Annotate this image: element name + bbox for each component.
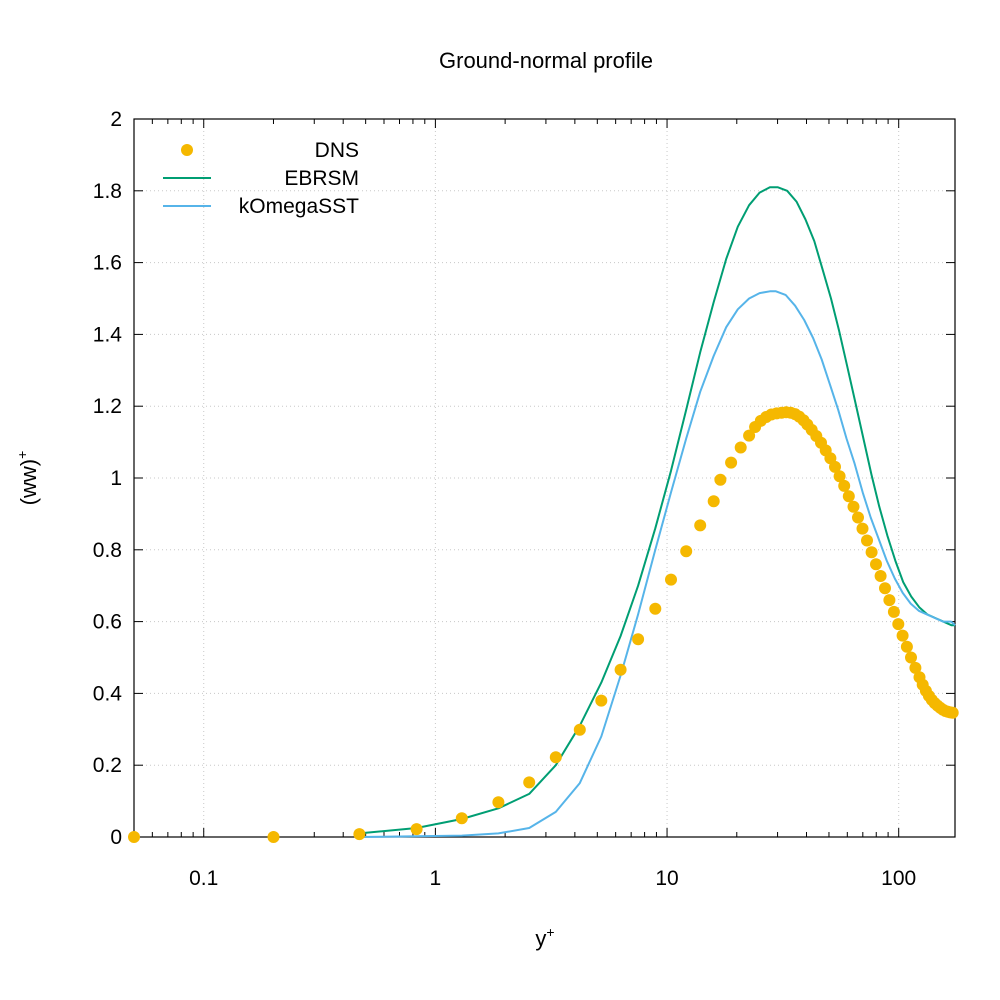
data-point-dns	[861, 534, 873, 547]
data-point-dns	[632, 633, 645, 646]
legend-label-dns: DNS	[315, 139, 359, 162]
y-tick-label: 1.4	[93, 323, 123, 346]
data-point-dns	[856, 522, 869, 535]
y-axis-label-sup: +	[14, 451, 30, 459]
tick-label-layer: 0 0.2 0.4 0.6 0.8 1 1.2 1.4 1.6 1.8 2 0.1 1 10 100	[93, 108, 916, 890]
data-point-dns	[353, 828, 366, 841]
data-point-dns	[743, 429, 756, 442]
y-tick-label: 0.8	[93, 539, 122, 562]
y-tick-label: 0.4	[93, 682, 123, 705]
data-point-dns	[900, 640, 913, 653]
data-point-dns	[614, 663, 627, 676]
data-point-dns	[680, 545, 693, 558]
series-line-ebrsm	[359, 186, 955, 835]
data-point-dns	[714, 473, 727, 486]
y-tick-label: 2	[110, 108, 122, 131]
data-point-dns	[410, 823, 423, 836]
y-axis-label-main: (ww)	[16, 459, 41, 505]
data-point-dns	[865, 546, 878, 559]
data-point-dns	[852, 511, 864, 524]
data-point-dns	[707, 495, 720, 508]
data-point-dns	[725, 456, 738, 469]
data-point-dns	[829, 460, 841, 473]
data-point-dns	[838, 479, 851, 492]
data-point-dns	[549, 751, 562, 764]
data-point-dns	[847, 500, 860, 513]
data-point-dns	[842, 490, 855, 503]
x-tick-label: 0.1	[189, 867, 218, 890]
data-point-dns	[909, 661, 922, 674]
x-axis-label: y+	[535, 924, 554, 951]
data-point-dns	[492, 796, 505, 809]
data-point-dns	[694, 519, 707, 532]
data-point-dns	[455, 812, 468, 825]
data-point-dns	[905, 651, 917, 664]
data-point-dns	[128, 831, 140, 843]
y-tick-label: 1	[110, 467, 122, 490]
x-tick-label: 100	[881, 867, 916, 890]
data-point-dns	[523, 776, 536, 789]
data-point-dns	[649, 602, 662, 615]
data-point-dns	[833, 470, 846, 483]
legend-label-komegasst: kOmegaSST	[239, 195, 359, 218]
legend: DNS EBRSM kOmegaSST	[163, 139, 359, 218]
y-tick-label: 1.2	[93, 395, 122, 418]
series-layer	[128, 186, 959, 843]
y-tick-label: 0	[110, 826, 122, 849]
chart-title: Ground-normal profile	[439, 48, 653, 73]
legend-label-ebrsm: EBRSM	[284, 167, 359, 190]
y-tick-label: 0.2	[93, 754, 122, 777]
data-point-dns	[879, 582, 891, 595]
data-point-dns	[267, 831, 280, 843]
y-tick-label: 0.6	[93, 611, 122, 634]
y-tick-label: 1.8	[93, 180, 122, 203]
data-point-dns	[887, 605, 900, 618]
y-tick-label: 1.6	[93, 252, 122, 275]
data-point-dns	[883, 594, 896, 607]
data-point-dns	[892, 618, 905, 631]
tick-layer	[134, 118, 955, 838]
x-tick-label: 10	[655, 867, 678, 890]
data-point-dns	[665, 573, 677, 586]
data-point-dns	[595, 694, 608, 707]
data-point-dns	[946, 706, 959, 719]
x-axis-label-sup: +	[546, 924, 554, 940]
x-tick-label: 1	[430, 867, 442, 890]
grid-layer	[134, 119, 955, 837]
y-axis-label: (ww)+	[14, 451, 41, 506]
data-point-dns	[870, 558, 882, 571]
x-axis-label-main: y	[535, 926, 546, 951]
data-point-dns	[573, 723, 586, 736]
data-point-dns	[896, 629, 909, 642]
data-point-dns	[734, 441, 747, 454]
legend-marker-dns	[181, 144, 193, 156]
data-point-dns	[874, 570, 887, 582]
series-line-komegasst	[359, 290, 956, 838]
